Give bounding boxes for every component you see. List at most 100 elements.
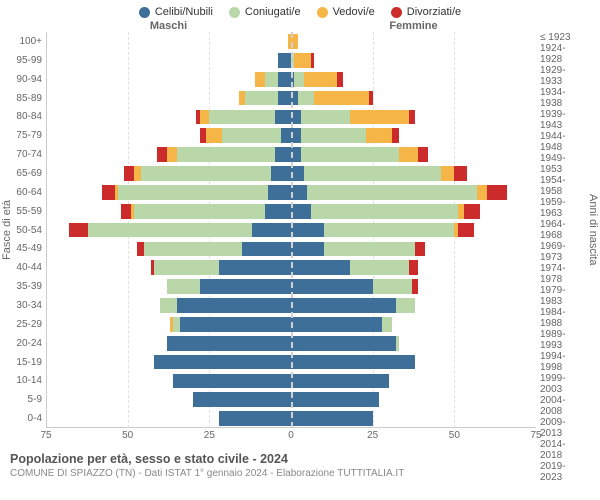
age-label: 85-89 — [14, 89, 42, 108]
birth-label: 1944-1948 — [540, 131, 586, 153]
birth-label: 1994-1998 — [540, 351, 586, 373]
bar-row — [46, 202, 291, 221]
age-axis: 100+95-9990-9485-8980-8475-7970-7465-696… — [14, 32, 46, 428]
bar-segment — [415, 242, 425, 257]
bar-row — [46, 89, 291, 108]
birth-label: 2019-2023 — [540, 461, 586, 483]
bar-row — [291, 334, 536, 353]
legend-label: Coniugati/e — [245, 6, 301, 18]
legend-swatch — [229, 7, 240, 18]
bar-row — [291, 409, 536, 428]
bar-row — [46, 164, 291, 183]
bar-row — [46, 390, 291, 409]
side-headers: Maschi Femmine — [0, 20, 600, 32]
bar-segment — [141, 166, 272, 181]
bar-row — [46, 183, 291, 202]
legend-swatch — [391, 7, 402, 18]
bar-row — [291, 126, 536, 145]
y-axis-label-right: Anni di nascita — [586, 32, 600, 428]
bar-segment — [167, 336, 291, 351]
bar-segment — [291, 411, 373, 426]
female-half — [291, 32, 536, 428]
bar-row — [291, 183, 536, 202]
bar-row — [46, 145, 291, 164]
header-male: Maschi — [46, 20, 291, 32]
bar-segment — [154, 355, 291, 370]
legend: Celibi/NubiliConiugati/eVedovi/eDivorzia… — [0, 0, 600, 20]
bar-segment — [350, 260, 409, 275]
age-label: 40-44 — [14, 258, 42, 277]
bar-segment — [124, 166, 134, 181]
plot-area — [46, 32, 536, 428]
bar-segment — [167, 279, 200, 294]
bar-segment — [291, 336, 396, 351]
birth-label: 1989-1993 — [540, 329, 586, 351]
bar-row — [291, 258, 536, 277]
bar-segment — [304, 166, 441, 181]
center-line — [291, 32, 293, 428]
bar-segment — [337, 72, 344, 87]
bar-segment — [255, 72, 265, 87]
bar-segment — [121, 204, 131, 219]
bar-segment — [464, 204, 480, 219]
chart-subtitle: COMUNE DI SPIAZZO (TN) - Dati ISTAT 1° g… — [10, 468, 590, 479]
bar-segment — [369, 91, 372, 106]
age-label: 80-84 — [14, 107, 42, 126]
age-label: 0-4 — [14, 409, 42, 428]
bar-segment — [291, 374, 389, 389]
bar-segment — [291, 298, 396, 313]
bar-segment — [291, 317, 382, 332]
bar-segment — [69, 223, 89, 238]
bar-segment — [206, 128, 222, 143]
bar-row — [46, 409, 291, 428]
legend-swatch — [139, 7, 150, 18]
age-label: 30-34 — [14, 296, 42, 315]
bar-segment — [307, 185, 477, 200]
bar-segment — [219, 411, 291, 426]
birth-label: 1934-1938 — [540, 87, 586, 109]
legend-label: Divorziati/e — [407, 6, 461, 18]
birth-label: 1974-1978 — [540, 263, 586, 285]
bar-row — [291, 239, 536, 258]
age-label: 10-14 — [14, 371, 42, 390]
bar-row — [291, 107, 536, 126]
bar-segment — [324, 223, 455, 238]
bar-segment — [275, 110, 291, 125]
birth-label: 1979-1983 — [540, 285, 586, 307]
bar-segment — [177, 147, 275, 162]
birth-label: 1949-1953 — [540, 153, 586, 175]
bar-segment — [275, 147, 291, 162]
bar-segment — [200, 110, 210, 125]
bar-segment — [441, 166, 454, 181]
bar-segment — [154, 260, 219, 275]
bar-segment — [281, 128, 291, 143]
bar-row — [46, 258, 291, 277]
legend-swatch — [317, 7, 328, 18]
bar-segment — [301, 147, 399, 162]
bar-segment — [177, 298, 291, 313]
bar-row — [291, 277, 536, 296]
age-label: 100+ — [14, 32, 42, 51]
bar-row — [291, 371, 536, 390]
male-half — [46, 32, 291, 428]
bar-segment — [324, 242, 415, 257]
bar-segment — [278, 91, 291, 106]
legend-item: Celibi/Nubili — [139, 6, 213, 18]
chart-title: Popolazione per età, sesso e stato civil… — [10, 452, 590, 466]
birth-label: 2004-2008 — [540, 395, 586, 417]
bar-segment — [291, 223, 324, 238]
bar-row — [46, 277, 291, 296]
bar-segment — [219, 260, 291, 275]
age-label: 5-9 — [14, 390, 42, 409]
age-label: 60-64 — [14, 183, 42, 202]
bar-segment — [265, 72, 278, 87]
bar-segment — [350, 110, 409, 125]
x-tick: 75 — [40, 430, 51, 441]
x-tick: 50 — [122, 430, 133, 441]
birth-label: 1954-1958 — [540, 175, 586, 197]
x-tick: 25 — [367, 430, 378, 441]
age-label: 50-54 — [14, 221, 42, 240]
bar-row — [46, 221, 291, 240]
bar-segment — [304, 72, 337, 87]
bar-segment — [88, 223, 251, 238]
